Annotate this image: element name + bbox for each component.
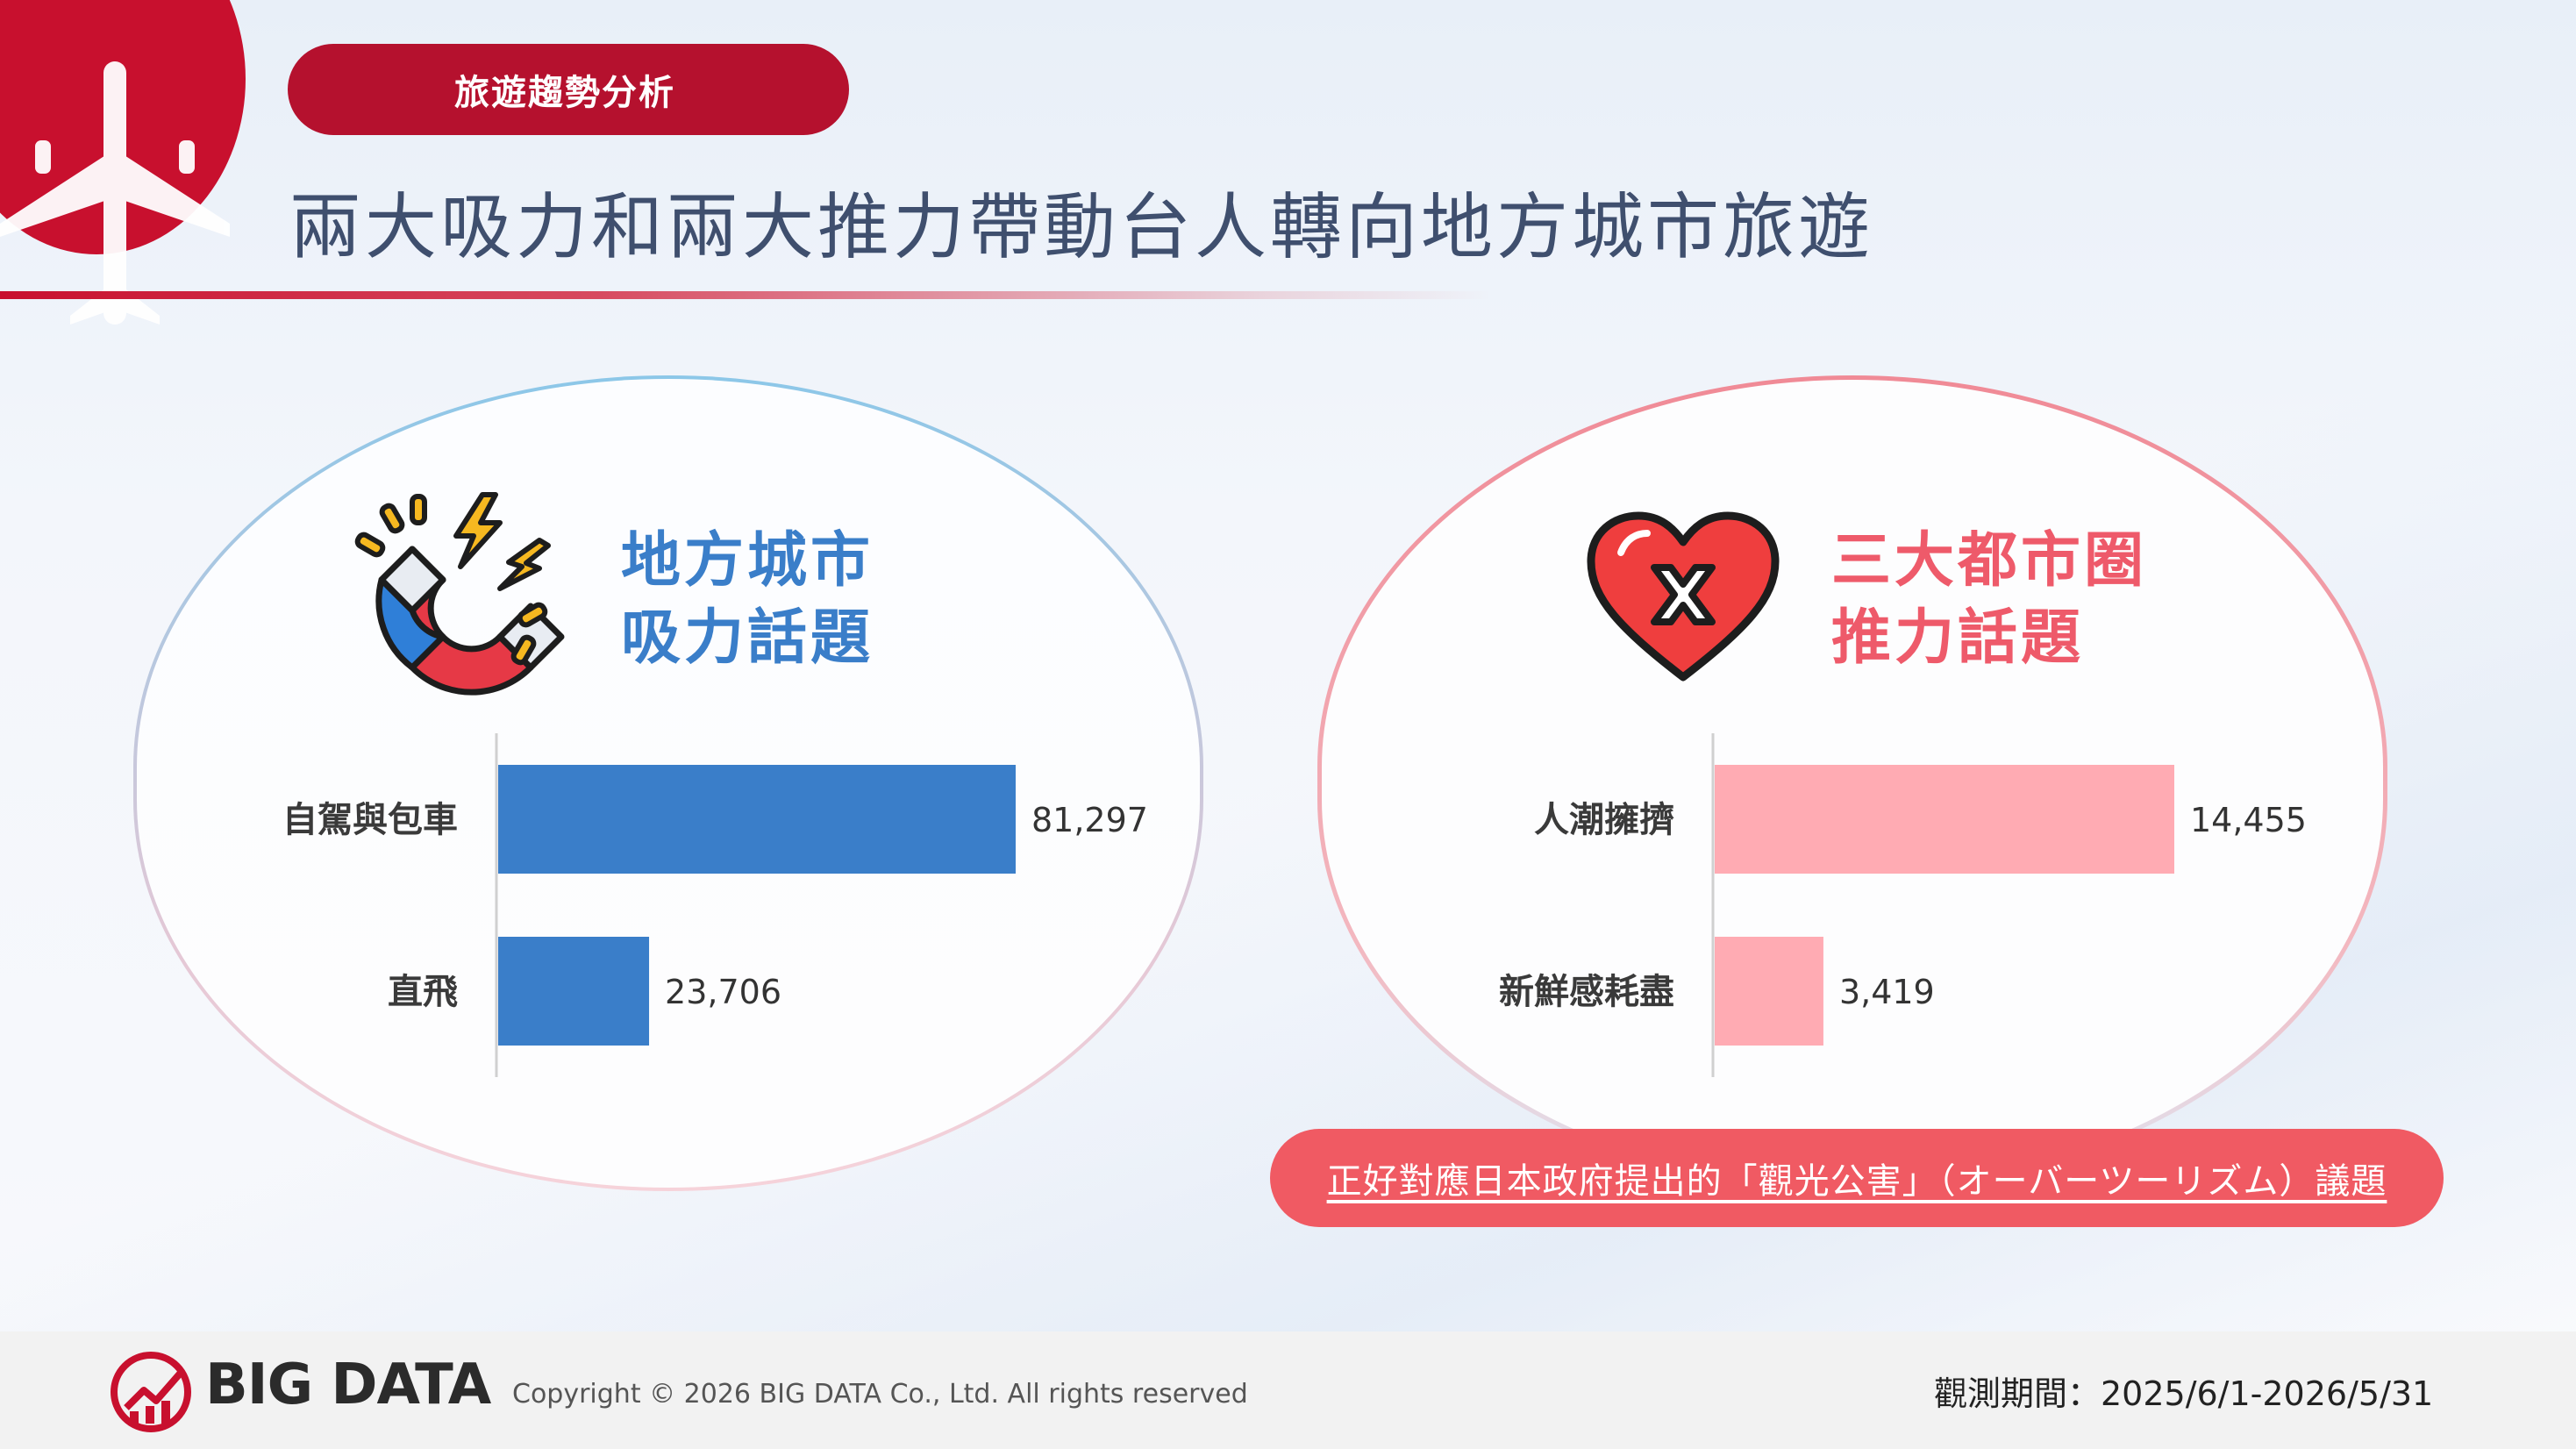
category-label: 人潮擁擠 [1534,800,1674,840]
value-label: 3,419 [1839,973,1935,1011]
observation-period: 觀測期間：2025/6/1-2026/5/31 [1934,1374,2434,1413]
value-label: 23,706 [665,973,781,1011]
value-label: 81,297 [1031,801,1148,839]
airplane-icon [0,61,230,325]
footer [0,1331,2576,1449]
bar-1 [1715,765,2174,874]
copyright-text: Copyright © 2026 BIG DATA Co., Ltd. All … [512,1379,1248,1410]
page-title: 兩大吸力和兩大推力帶動台人轉向地方城市旅遊 [289,186,1874,269]
bar-1 [498,765,1016,874]
category-label: 自駕與包車 [282,800,458,840]
broken-heart-x-icon [1587,511,1780,682]
pull-factors-heading: 地方城市 吸力話題 [621,523,874,677]
push-heading-line2: 推力話題 [1831,603,2085,673]
big-data-logo-icon [111,1352,191,1432]
push-heading-line1: 三大都市圈 [1831,526,2148,596]
magnet-icon [354,492,565,696]
push-factors-heading: 三大都市圈 推力話題 [1831,523,2147,677]
pull-heading-line1: 地方城市 [621,526,874,596]
logo-text: BIG DATA [205,1353,491,1417]
overtourism-note: 正好對應日本政府提出的「觀光公害」（オーバーツーリズム）議題 [1270,1129,2444,1227]
pull-heading-line2: 吸力話題 [621,603,874,673]
value-label: 14,455 [2190,801,2307,839]
title-divider [0,291,1491,299]
section-tag: 旅遊趨勢分析 [288,44,849,135]
bar-2 [498,937,650,1046]
bar-2 [1715,937,1823,1046]
pull-factors-chart: 自駕與包車 81,297 直飛 23,706 [282,733,1148,1077]
category-label: 新鮮感耗盡 [1499,972,1674,1012]
category-label: 直飛 [388,972,458,1012]
push-factors-chart: 人潮擁擠 14,455 新鮮感耗盡 3,419 [1499,733,2307,1077]
